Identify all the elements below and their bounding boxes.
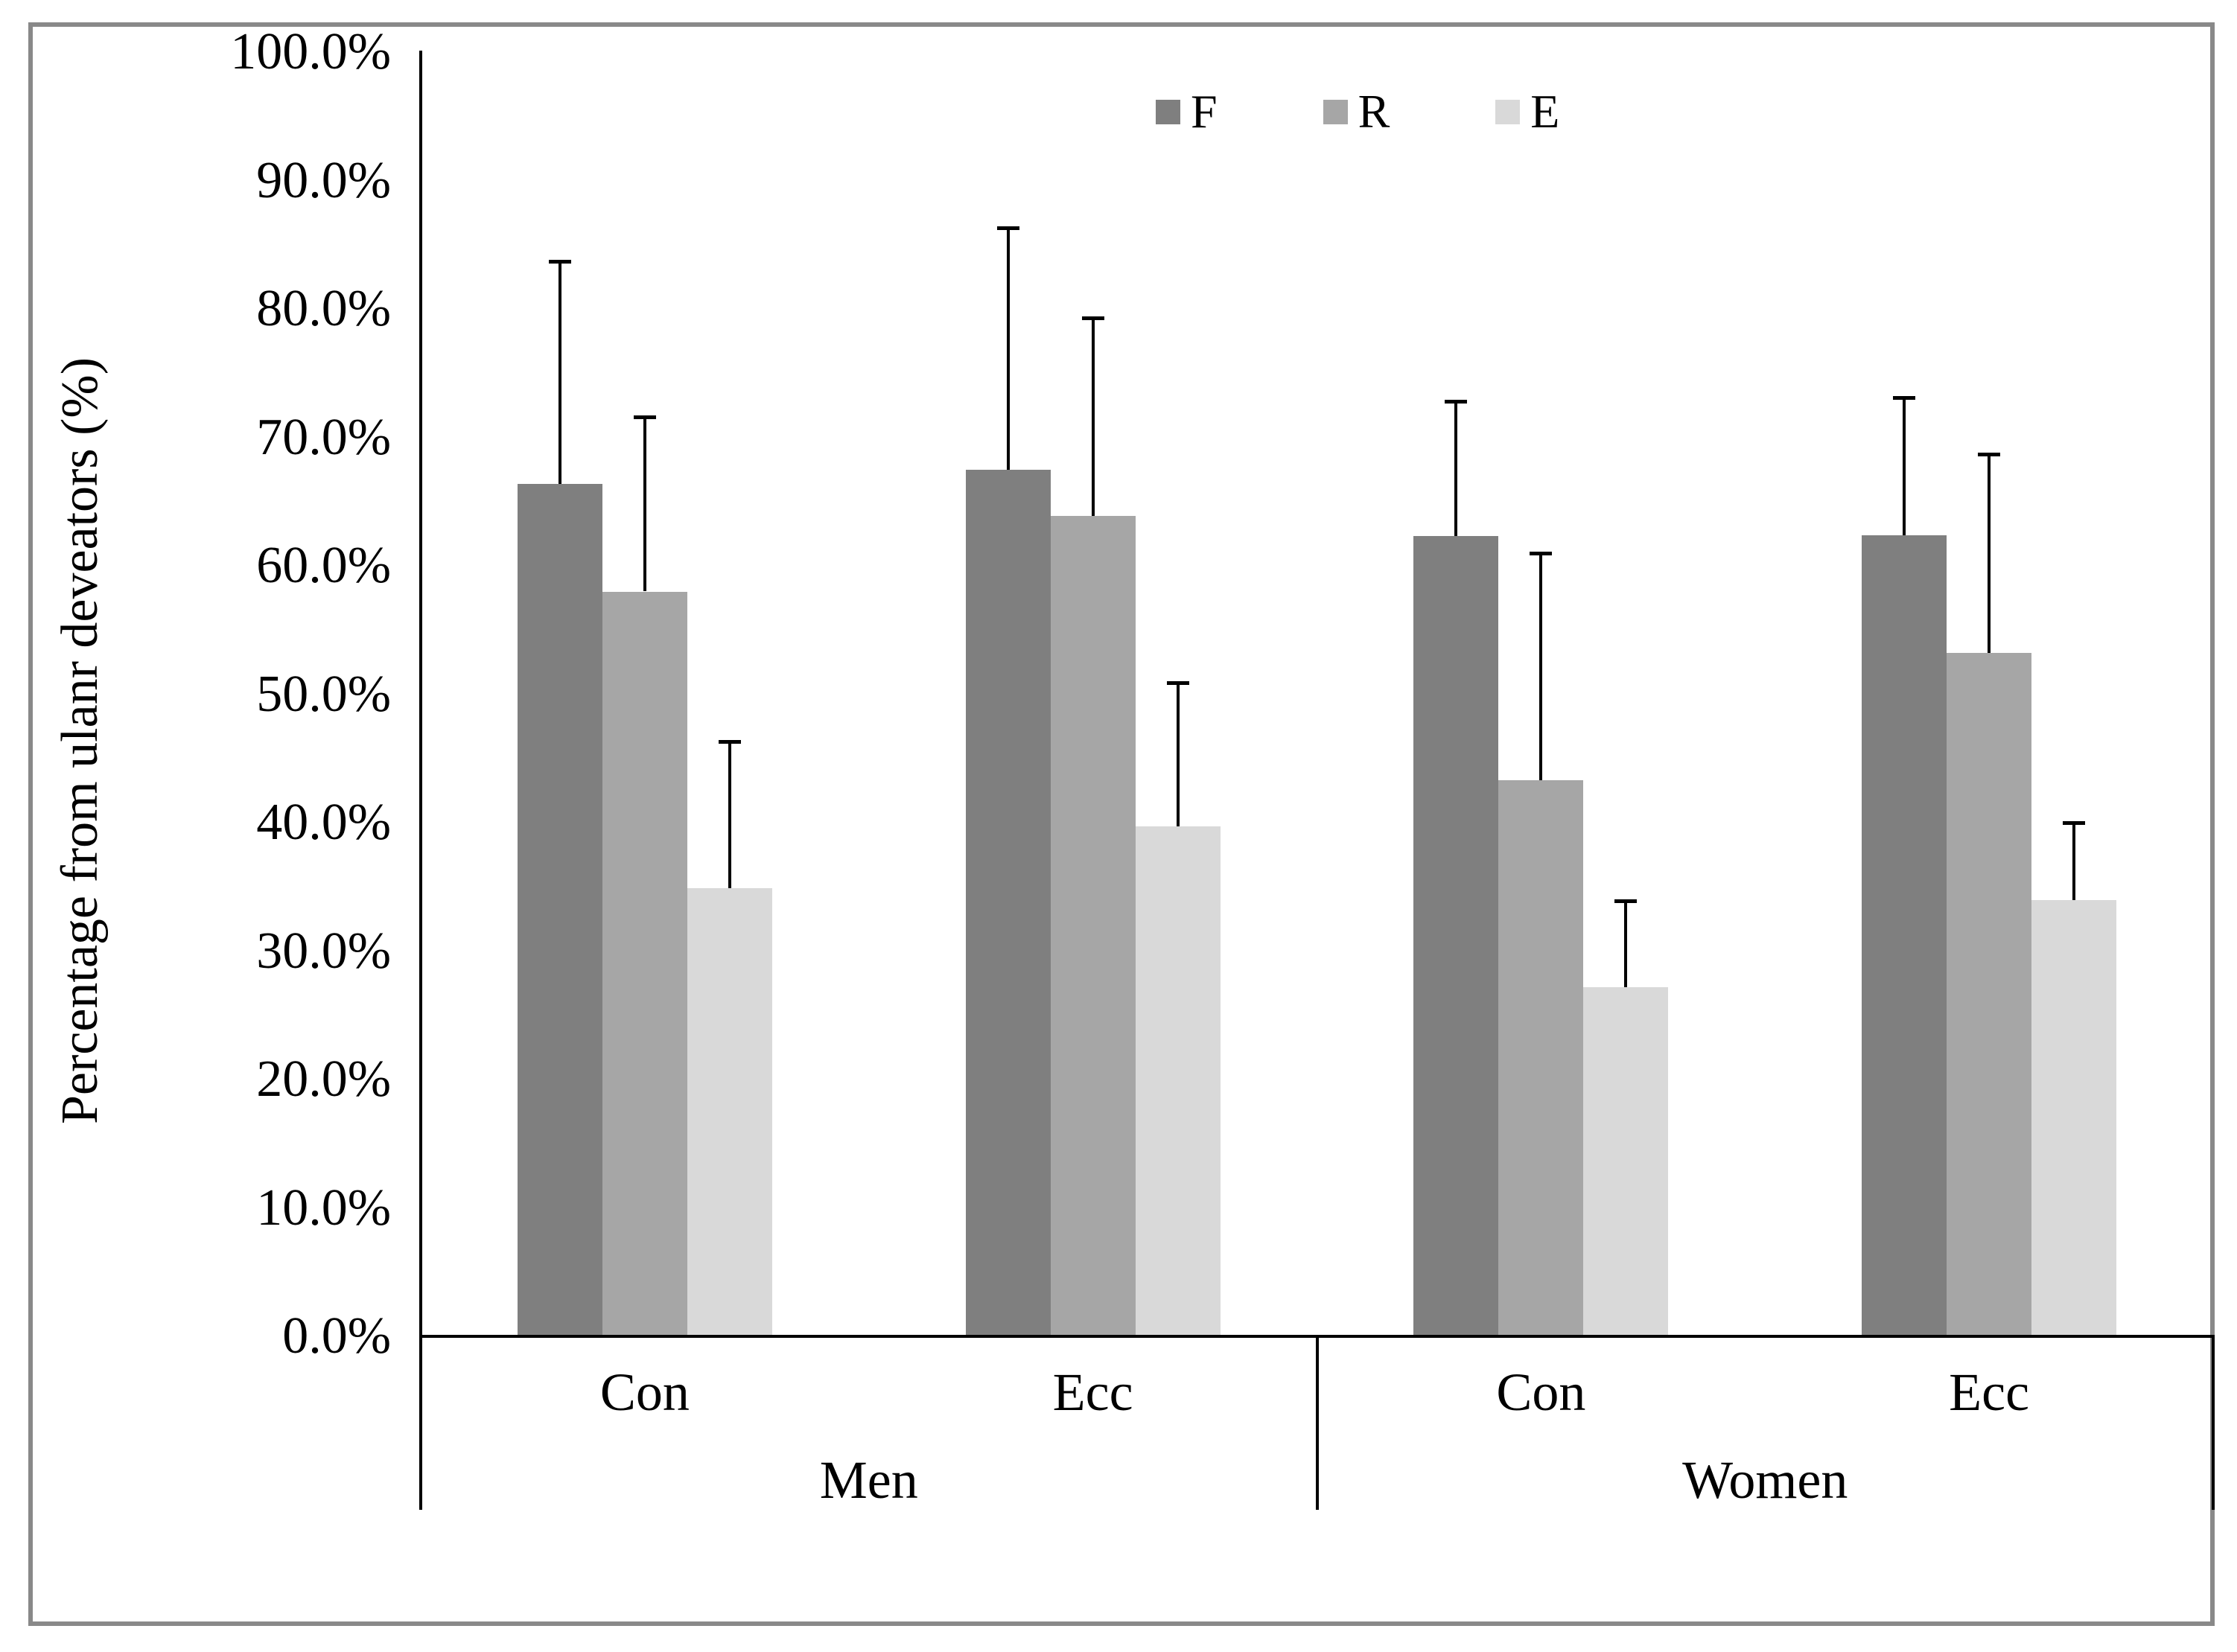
y-tick-label: 30.0% xyxy=(256,922,391,980)
error-bar-cap xyxy=(1081,316,1104,321)
category-label-con-2: Con xyxy=(1496,1362,1586,1422)
error-bar-line xyxy=(1454,401,1458,537)
error-bar-line xyxy=(2072,823,2076,900)
error-bar-line xyxy=(1624,901,1628,987)
y-tick-label: 90.0% xyxy=(256,151,391,209)
error-bar-line xyxy=(1988,453,1991,654)
error-bar-line xyxy=(558,261,561,484)
bar-f-2 xyxy=(1413,536,1499,1336)
error-bar-line xyxy=(1091,318,1095,516)
error-bar-cap xyxy=(1530,551,1553,555)
bar-e-0 xyxy=(687,887,772,1336)
category-label-con-0: Con xyxy=(599,1362,690,1422)
y-tick-label: 50.0% xyxy=(256,665,391,723)
bar-r-2 xyxy=(1498,780,1584,1336)
legend-swatch-f xyxy=(1156,99,1180,124)
category-separator-line xyxy=(2212,1336,2215,1510)
legend-item-e: E xyxy=(1495,88,1559,135)
bar-r-0 xyxy=(602,591,687,1336)
bar-f-3 xyxy=(1862,535,1947,1336)
category-separator-line xyxy=(1315,1336,1319,1510)
error-bar-cap xyxy=(2063,821,2086,825)
legend-label-f: F xyxy=(1191,85,1218,138)
error-bar-cap xyxy=(633,415,656,419)
error-bar-line xyxy=(1903,398,1906,535)
legend-swatch-e xyxy=(1495,99,1521,124)
y-tick-label: 0.0% xyxy=(282,1307,391,1365)
legend-item-r: R xyxy=(1323,88,1390,135)
bar-e-2 xyxy=(1583,986,1669,1336)
error-bar-cap xyxy=(996,226,1019,231)
bar-e-3 xyxy=(2031,899,2117,1336)
group-label-women: Women xyxy=(1682,1450,1848,1510)
error-bar-cap xyxy=(718,740,741,744)
error-bar-cap xyxy=(1893,396,1916,401)
error-bar-cap xyxy=(1614,899,1638,904)
y-tick-label: 40.0% xyxy=(256,794,391,851)
legend-label-e: E xyxy=(1530,85,1560,138)
y-tick-label: 100.0% xyxy=(230,23,391,80)
error-bar-cap xyxy=(1978,452,2001,456)
error-bar-line xyxy=(1176,682,1180,827)
y-axis-line xyxy=(419,51,422,1510)
y-tick-label: 70.0% xyxy=(256,408,391,466)
error-bar-cap xyxy=(548,260,571,264)
bar-r-3 xyxy=(1947,653,2032,1336)
legend-label-r: R xyxy=(1358,85,1390,138)
y-tick-label: 20.0% xyxy=(256,1050,391,1108)
error-bar-line xyxy=(728,742,731,888)
category-label-ecc-3: Ecc xyxy=(1949,1362,2030,1422)
group-label-men: Men xyxy=(819,1450,918,1510)
legend: F R E xyxy=(1156,88,1559,135)
y-tick-label: 80.0% xyxy=(256,280,391,337)
y-tick-label: 10.0% xyxy=(256,1179,391,1237)
legend-item-f: F xyxy=(1156,88,1218,135)
error-bar-line xyxy=(1539,552,1543,781)
error-bar-line xyxy=(1006,228,1010,470)
y-axis-title: Percentage from ulanr deveators (%) xyxy=(51,357,109,1125)
error-bar-line xyxy=(643,416,646,592)
figure-outer-frame xyxy=(28,22,2215,1626)
legend-swatch-r xyxy=(1323,99,1348,124)
bar-f-1 xyxy=(965,469,1051,1336)
bar-f-0 xyxy=(517,483,602,1336)
bar-e-1 xyxy=(1135,826,1221,1336)
error-bar-cap xyxy=(1445,400,1468,404)
bar-r-1 xyxy=(1050,515,1136,1336)
category-label-ecc-1: Ecc xyxy=(1052,1362,1133,1422)
error-bar-cap xyxy=(1166,680,1189,685)
y-tick-label: 60.0% xyxy=(256,537,391,594)
